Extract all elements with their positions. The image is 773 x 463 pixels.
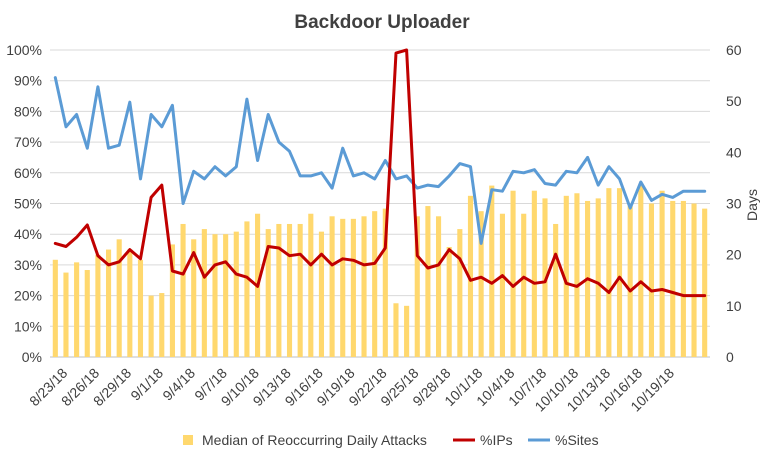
bar [414, 216, 420, 357]
bar [574, 193, 580, 357]
y2-tick-label: 60 [726, 42, 742, 58]
bar [340, 218, 346, 357]
bar [531, 190, 537, 357]
bar [404, 305, 410, 357]
y2-tick-label: 10 [726, 298, 742, 314]
legend-label: %IPs [480, 432, 513, 448]
bar [350, 218, 356, 357]
bar [212, 234, 218, 357]
bar [95, 254, 101, 357]
legend-item-ips: %IPs [453, 432, 513, 448]
y-tick-label: 10% [14, 318, 42, 334]
bar [499, 213, 505, 357]
bar [382, 208, 388, 357]
y-tick-label: 30% [14, 257, 42, 273]
y2-tick-label: 50 [726, 93, 742, 109]
bar [361, 216, 367, 357]
bar [670, 200, 676, 357]
bar [457, 229, 463, 357]
bar [244, 221, 250, 357]
bar [616, 188, 623, 357]
bar [223, 234, 229, 357]
bar [510, 190, 516, 357]
line-series [53, 48, 707, 298]
bar [169, 244, 175, 357]
bar [563, 195, 569, 357]
bar [627, 206, 633, 357]
bar [467, 195, 474, 357]
x-axis-ticks: 8/23/188/26/188/29/189/1/189/4/189/7/189… [26, 365, 677, 415]
bar [276, 223, 282, 357]
bar [84, 270, 90, 357]
bar [702, 208, 708, 357]
bar [372, 211, 378, 357]
line-sites [53, 76, 707, 245]
left-axis-ticks: 0% 10% 20% 30% 40% 50% 60% 70% 80% 90% 100% [6, 42, 42, 365]
bar [329, 216, 335, 357]
bar [63, 272, 69, 357]
y-tick-label: 80% [14, 103, 42, 119]
bar [435, 216, 442, 357]
y-tick-label: 70% [14, 134, 42, 150]
bar [265, 229, 271, 357]
bar [648, 203, 655, 357]
right-axis-ticks: 0 10 20 30 40 50 60 [726, 42, 742, 365]
legend-label: Median of Reoccurring Daily Attacks [202, 432, 427, 448]
bar [521, 213, 527, 357]
bar [233, 231, 239, 357]
y-tick-label: 0% [22, 349, 42, 365]
y-tick-label: 90% [14, 73, 42, 89]
bar [393, 303, 399, 357]
bar [137, 259, 144, 357]
legend: Median of Reoccurring Daily Attacks %IPs%… [183, 432, 599, 448]
bar [148, 295, 154, 357]
line-ips [53, 48, 707, 298]
bar [553, 223, 559, 357]
legend-label: %Sites [555, 432, 599, 448]
bar [127, 249, 133, 357]
legend-item-median-attacks: Median of Reoccurring Daily Attacks [183, 432, 427, 448]
chart-title: Backdoor Uploader [294, 12, 470, 33]
bar [116, 239, 122, 357]
bar [425, 206, 431, 357]
x-tick-label: 9/4/18 [159, 365, 198, 404]
bar [201, 229, 207, 357]
right-axis-title: Days [744, 189, 760, 221]
bar [105, 249, 112, 357]
y-tick-label: 60% [14, 165, 42, 181]
bar [191, 239, 197, 357]
bar [74, 262, 80, 357]
y-tick-label: 50% [14, 196, 42, 212]
bar [659, 190, 665, 357]
y2-tick-label: 0 [726, 349, 734, 365]
bar [680, 200, 686, 357]
y2-tick-label: 40 [726, 144, 742, 160]
y-tick-label: 100% [6, 42, 42, 58]
bar [595, 198, 601, 357]
y2-tick-label: 20 [726, 247, 742, 263]
y-tick-label: 20% [14, 288, 42, 304]
bar [180, 223, 186, 357]
legend-item-sites: %Sites [528, 432, 599, 448]
bar [159, 293, 165, 357]
bar [691, 203, 697, 357]
bar [638, 185, 644, 357]
y2-tick-label: 30 [726, 196, 742, 212]
bar [52, 259, 58, 357]
bar [478, 211, 484, 357]
bar [297, 223, 303, 357]
bar-series-median-attacks [52, 185, 708, 357]
bar [318, 231, 325, 357]
y-tick-label: 40% [14, 226, 42, 242]
bar [308, 213, 314, 357]
bar [446, 246, 452, 357]
x-tick-label: 9/1/18 [127, 365, 166, 404]
bar [286, 223, 293, 357]
bar [606, 188, 612, 357]
legend-swatch [183, 435, 193, 445]
bar [489, 185, 495, 357]
